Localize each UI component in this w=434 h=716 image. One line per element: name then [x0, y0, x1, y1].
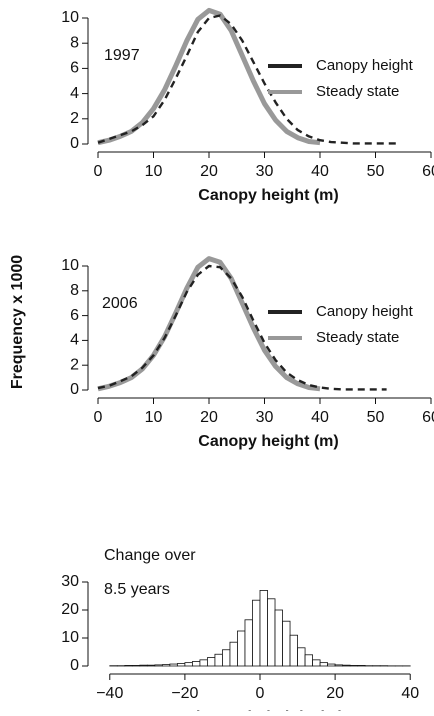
x-tick-label: 60 — [422, 409, 434, 426]
bar — [237, 631, 245, 666]
series-line — [98, 10, 320, 142]
x-axis-title: Canopy height (m) — [198, 187, 338, 204]
bar — [215, 654, 223, 666]
bar — [162, 665, 170, 666]
x-axis-title: Canopy height (m) — [198, 433, 338, 450]
bar — [222, 650, 230, 666]
bar — [140, 665, 148, 666]
y-tick-label: 0 — [70, 135, 79, 152]
bar — [230, 642, 238, 666]
x-tick-label: 40 — [311, 409, 329, 426]
bar — [147, 665, 155, 666]
bar — [313, 660, 321, 666]
y-tick-label: 0 — [70, 657, 79, 674]
bar — [283, 621, 291, 666]
legend-label: Steady state — [316, 83, 399, 100]
x-tick-label: 0 — [256, 685, 265, 702]
y-tick-label: 4 — [70, 85, 79, 102]
bar — [275, 610, 283, 666]
series-line — [98, 259, 320, 389]
x-tick-label: 50 — [367, 409, 385, 426]
y-tick-label: 6 — [70, 60, 79, 77]
y-tick-label: 20 — [61, 601, 79, 618]
bar — [155, 665, 163, 666]
bar — [185, 663, 193, 666]
x-tick-label: 50 — [367, 163, 385, 180]
bar — [192, 662, 200, 666]
y-tick-label: 4 — [70, 332, 79, 349]
x-tick-label: −40 — [96, 685, 123, 702]
bar — [335, 665, 343, 666]
y-tick-label: 8 — [70, 282, 79, 299]
bar — [170, 664, 178, 666]
bar — [177, 663, 185, 666]
bar — [125, 665, 133, 666]
y-tick-label: 10 — [61, 629, 79, 646]
y-tick-label: 8 — [70, 34, 79, 51]
bar — [132, 665, 140, 666]
bar — [350, 665, 358, 666]
x-tick-label: 40 — [401, 685, 419, 702]
annotation: 8.5 years — [104, 581, 170, 598]
annotation: 2006 — [102, 295, 138, 312]
y-tick-label: 10 — [61, 257, 79, 274]
legend-label: Steady state — [316, 329, 399, 346]
y-tick-label: 6 — [70, 307, 79, 324]
bar — [328, 664, 336, 666]
bar — [252, 600, 260, 666]
x-tick-label: 60 — [422, 163, 434, 180]
x-tick-label: 20 — [200, 163, 218, 180]
series-line — [98, 16, 398, 144]
annotation: Change over — [104, 547, 196, 564]
x-tick-label: 10 — [145, 409, 163, 426]
x-tick-label: 30 — [256, 163, 274, 180]
bar — [358, 665, 366, 666]
x-tick-label: 0 — [94, 409, 103, 426]
y-tick-label: 2 — [70, 110, 79, 127]
legend-label: Canopy height — [316, 303, 414, 320]
x-tick-label: 30 — [256, 409, 274, 426]
x-tick-label: 40 — [311, 163, 329, 180]
bar — [320, 663, 328, 666]
y-tick-label: 2 — [70, 356, 79, 373]
x-tick-label: 0 — [94, 163, 103, 180]
bar — [290, 635, 298, 666]
y-tick-label: 0 — [70, 381, 79, 398]
y-tick-label: 30 — [61, 573, 79, 590]
x-tick-label: 20 — [326, 685, 344, 702]
y-tick-label: 10 — [61, 9, 79, 26]
annotation: 1997 — [104, 47, 140, 64]
bar — [200, 660, 208, 666]
bar — [207, 658, 215, 666]
y-axis-title: Frequency x 1000 — [9, 255, 26, 389]
bar — [305, 655, 313, 666]
bar — [260, 590, 268, 666]
bar — [298, 648, 306, 666]
bar — [245, 620, 253, 666]
x-tick-label: 10 — [145, 163, 163, 180]
x-tick-label: −20 — [171, 685, 198, 702]
x-tick-label: 20 — [200, 409, 218, 426]
legend-label: Canopy height — [316, 57, 414, 74]
bar — [268, 599, 276, 666]
bar — [343, 665, 351, 666]
